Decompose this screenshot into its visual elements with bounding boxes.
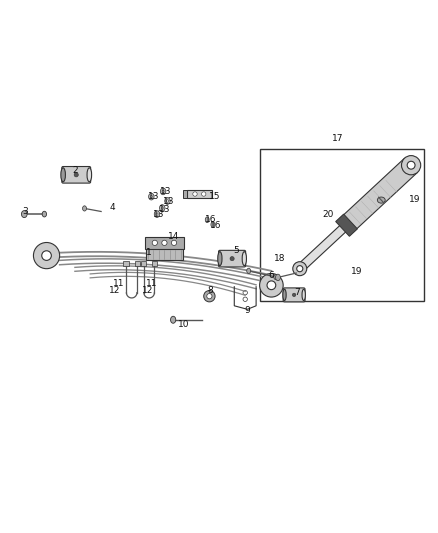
- Ellipse shape: [21, 211, 27, 217]
- Circle shape: [243, 290, 247, 295]
- Text: 20: 20: [322, 211, 334, 220]
- Text: 5: 5: [233, 246, 239, 255]
- Circle shape: [33, 243, 60, 269]
- Text: 13: 13: [163, 197, 174, 206]
- Text: 13: 13: [160, 187, 172, 196]
- Ellipse shape: [156, 213, 158, 215]
- FancyBboxPatch shape: [145, 237, 184, 249]
- Text: 12: 12: [142, 286, 154, 295]
- Circle shape: [297, 265, 303, 272]
- Polygon shape: [187, 190, 212, 198]
- Text: 12: 12: [110, 286, 121, 295]
- Text: 18: 18: [273, 254, 285, 263]
- Ellipse shape: [211, 222, 215, 228]
- Ellipse shape: [170, 316, 176, 323]
- Text: 19: 19: [409, 195, 420, 204]
- Circle shape: [293, 293, 296, 296]
- Ellipse shape: [218, 252, 222, 265]
- Polygon shape: [340, 158, 418, 232]
- Text: 11: 11: [145, 279, 157, 288]
- Text: 3: 3: [23, 207, 28, 216]
- Ellipse shape: [150, 196, 152, 198]
- Text: 13: 13: [153, 211, 165, 220]
- Text: 13: 13: [159, 205, 170, 214]
- Text: 10: 10: [178, 320, 190, 329]
- Ellipse shape: [162, 190, 164, 192]
- Ellipse shape: [166, 200, 169, 202]
- Polygon shape: [297, 222, 350, 272]
- Circle shape: [74, 173, 78, 177]
- Text: 16: 16: [210, 221, 222, 230]
- Ellipse shape: [242, 252, 247, 265]
- Circle shape: [152, 240, 157, 246]
- Polygon shape: [183, 190, 187, 198]
- Circle shape: [293, 262, 307, 276]
- Ellipse shape: [276, 274, 280, 281]
- Circle shape: [162, 240, 167, 246]
- Ellipse shape: [87, 168, 92, 182]
- Text: 4: 4: [109, 203, 115, 212]
- Ellipse shape: [302, 289, 305, 301]
- Ellipse shape: [148, 193, 154, 200]
- Circle shape: [230, 256, 234, 261]
- Circle shape: [171, 240, 177, 246]
- Circle shape: [204, 290, 215, 302]
- Ellipse shape: [205, 217, 209, 223]
- Text: 1: 1: [146, 248, 152, 256]
- Circle shape: [42, 251, 51, 261]
- FancyBboxPatch shape: [146, 248, 183, 260]
- Text: 11: 11: [113, 279, 124, 288]
- Ellipse shape: [161, 207, 163, 209]
- Text: 16: 16: [205, 215, 216, 224]
- Ellipse shape: [160, 188, 166, 195]
- Text: 19: 19: [351, 267, 362, 276]
- Ellipse shape: [378, 197, 385, 203]
- Text: 9: 9: [244, 305, 250, 314]
- Circle shape: [407, 161, 415, 169]
- Ellipse shape: [61, 168, 65, 182]
- Ellipse shape: [159, 205, 165, 211]
- Text: 6: 6: [268, 271, 274, 280]
- Circle shape: [193, 192, 197, 196]
- Text: 15: 15: [209, 192, 220, 201]
- Text: 7: 7: [295, 288, 300, 297]
- Text: 17: 17: [332, 134, 344, 143]
- Text: 8: 8: [207, 286, 213, 295]
- Ellipse shape: [82, 206, 86, 211]
- FancyBboxPatch shape: [219, 251, 246, 267]
- Circle shape: [267, 281, 276, 289]
- Bar: [141, 261, 146, 265]
- Text: 2: 2: [72, 166, 78, 175]
- Text: 13: 13: [148, 192, 159, 201]
- Ellipse shape: [42, 211, 46, 217]
- Bar: [261, 149, 424, 302]
- Circle shape: [260, 273, 283, 297]
- Bar: [152, 261, 157, 265]
- Bar: [135, 261, 140, 265]
- Text: 14: 14: [167, 232, 179, 241]
- Circle shape: [402, 156, 421, 175]
- FancyBboxPatch shape: [283, 288, 305, 302]
- FancyBboxPatch shape: [62, 166, 91, 183]
- Ellipse shape: [274, 274, 278, 280]
- Circle shape: [243, 297, 247, 302]
- Ellipse shape: [283, 289, 286, 301]
- Ellipse shape: [154, 211, 160, 217]
- Polygon shape: [336, 214, 357, 236]
- Circle shape: [201, 192, 206, 196]
- Ellipse shape: [247, 268, 251, 273]
- Ellipse shape: [165, 198, 170, 204]
- Circle shape: [207, 294, 212, 299]
- Bar: [124, 261, 129, 265]
